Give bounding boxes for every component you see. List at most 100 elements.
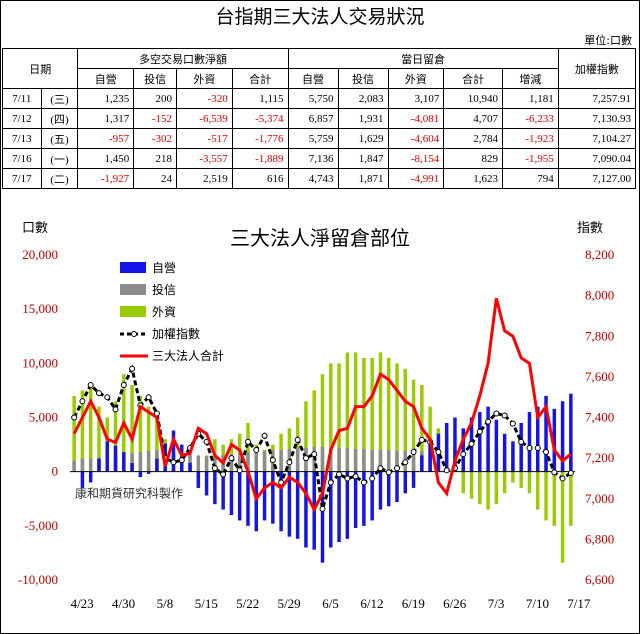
y-left-tick: 20,000	[22, 247, 58, 262]
y-right-tick: 7,000	[585, 491, 614, 506]
dealer-bar	[411, 471, 416, 488]
dealer-bar	[295, 471, 300, 539]
legend-trust-swatch	[120, 284, 146, 295]
foreign-bar	[511, 471, 515, 483]
table-cell: -3,557	[175, 148, 233, 169]
index-point	[443, 467, 450, 474]
trust-bar	[362, 448, 366, 472]
index-point	[261, 432, 268, 439]
dealer-bar	[536, 406, 540, 472]
dealer-bar	[444, 422, 449, 472]
dealer-bar	[420, 455, 424, 472]
total-line	[72, 297, 572, 513]
index-point	[211, 465, 218, 472]
row-weekday: (四)	[40, 108, 79, 129]
index-point	[244, 438, 251, 445]
index-point	[286, 459, 293, 466]
dealer-bar	[345, 471, 350, 539]
dealer-bar	[171, 430, 176, 472]
table-cell: 4,707	[443, 108, 503, 129]
foreign-bar	[295, 417, 300, 472]
foreign-bar	[362, 357, 366, 472]
summary-table: 日期 多空交易口數淨額 當日留倉 加權指數 自營 投信 外資 合計 自營 投信 外資 合計 增減…	[1, 48, 637, 189]
trust-bar	[337, 447, 341, 472]
y-right-tick: 8,000	[585, 288, 614, 303]
dealer-bar	[213, 471, 217, 505]
column-header: 外資	[387, 68, 445, 89]
trust-bar	[88, 458, 93, 472]
legend-dealer-label: 自營	[152, 261, 176, 275]
y-left-tick: -5,000	[24, 518, 58, 533]
table-cell: 7,127.00	[557, 168, 637, 189]
index-point	[559, 475, 566, 482]
table-cell: 2,784	[443, 128, 503, 149]
trust-bar	[295, 447, 300, 472]
table-cell: -4,604	[387, 128, 445, 149]
dealer-bar	[80, 471, 85, 488]
index-point	[327, 479, 334, 486]
net-position-chart: 三大法人淨留倉部位 口數 指數 20,000 15,000 10,000 5,000 0 -5,…	[18, 221, 614, 611]
index-point	[518, 438, 525, 445]
table-row: 7/11 (三) 1,235 200 -320 1,115 5,750 2,083 3,107 1…	[2, 88, 637, 109]
y-left-tick: -10,000	[18, 572, 58, 587]
table-cell: -320	[175, 88, 233, 109]
index-point	[319, 505, 326, 512]
table-cell: -1,927	[77, 168, 135, 189]
dealer-bar	[271, 471, 275, 524]
trust-bar	[72, 460, 76, 472]
foreign-bar	[329, 363, 333, 472]
index-point	[79, 398, 86, 405]
table-cell: 1,181	[501, 88, 559, 109]
foreign-bar	[411, 379, 416, 472]
dealer-bar	[287, 471, 292, 537]
dealer-bar	[428, 444, 432, 472]
foreign-bar	[569, 471, 573, 526]
foreign-bar	[246, 422, 250, 472]
index-point	[228, 455, 235, 462]
foreign-bar	[113, 401, 118, 472]
index-point	[394, 465, 401, 472]
page-title: 台指期三大法人交易狀況	[215, 6, 425, 28]
table-cell: 7,090.04	[557, 148, 637, 169]
index-point	[104, 394, 111, 401]
trust-bar	[237, 453, 242, 472]
index-point	[178, 457, 185, 464]
foreign-bar	[536, 471, 540, 510]
dealer-bar	[122, 452, 126, 472]
table-cell: 10,940	[443, 88, 503, 109]
foreign-bar	[312, 390, 316, 472]
dealer-bar	[188, 463, 192, 472]
table-cell: -517	[175, 128, 233, 149]
table-cell: 24	[133, 168, 177, 189]
dealer-bar	[138, 471, 143, 478]
dealer-bar	[378, 471, 383, 510]
table-cell: 1,629	[337, 128, 389, 149]
dealer-bar	[486, 406, 490, 472]
x-tick: 7/10	[526, 596, 549, 611]
dealer-bar	[105, 441, 109, 472]
index-point	[460, 451, 467, 458]
x-tick: 5/22	[236, 596, 259, 611]
dealer-bar	[97, 458, 101, 472]
index-point	[87, 382, 94, 388]
index-point	[170, 459, 177, 466]
table-cell: 2,519	[175, 168, 233, 189]
dealer-bar	[146, 471, 151, 474]
trust-bar	[411, 451, 416, 472]
dealer-bar	[353, 471, 358, 528]
table-cell: 829	[443, 148, 503, 169]
dealer-bar	[362, 471, 366, 526]
foreign-bar	[130, 385, 134, 472]
foreign-bar	[155, 417, 159, 472]
index-point	[501, 412, 508, 419]
table-cell: 3,107	[387, 88, 445, 109]
trust-bar	[320, 446, 325, 472]
legend-trust-label: 投信	[152, 282, 176, 297]
dealer-bar	[519, 422, 523, 472]
table-cell: 1,235	[77, 88, 135, 109]
dealer-bar	[204, 471, 209, 496]
index-point	[435, 449, 442, 456]
dealer-bar	[370, 471, 374, 521]
table-cell: 1,115	[231, 88, 289, 109]
foreign-bar	[544, 471, 548, 521]
